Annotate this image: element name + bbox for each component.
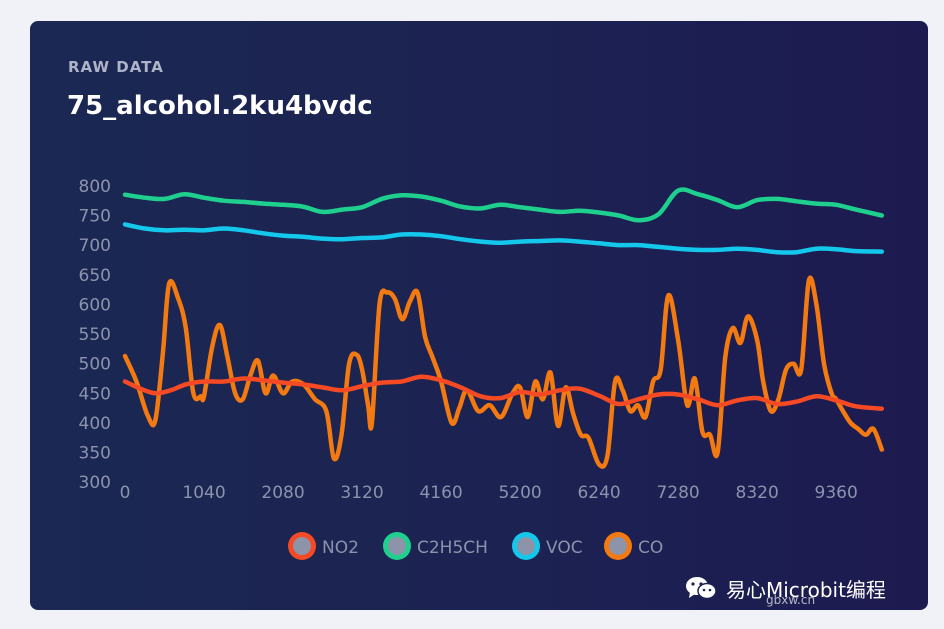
legend-marker-inner xyxy=(609,537,627,555)
series-line-no2 xyxy=(122,374,885,411)
series-line-co xyxy=(122,275,885,469)
x-tick-label: 4160 xyxy=(419,483,462,503)
y-tick-label: 550 xyxy=(79,325,111,345)
y-tick-label: 700 xyxy=(79,236,111,256)
x-tick-label: 3120 xyxy=(340,483,383,503)
x-axis: 0 1040 2080 3120 4160 5200 6240 7280 8320 9360 xyxy=(120,483,858,503)
watermark-text: 易心Microbit编程 xyxy=(726,577,886,602)
legend-item-no2[interactable]: NO2 xyxy=(288,532,359,560)
y-axis: 300 350 400 450 500 550 600 650 700 750 800 xyxy=(79,177,111,493)
y-tick-label: 650 xyxy=(79,266,111,286)
legend-label: VOC xyxy=(546,538,583,558)
legend-marker-inner xyxy=(293,537,311,555)
legend: NO2 C2H5CH VOC CO xyxy=(288,532,663,560)
y-tick-label: 350 xyxy=(79,444,111,464)
x-tick-label: 5200 xyxy=(498,483,541,503)
watermark-sub: gbxw.cn xyxy=(766,593,816,607)
x-tick-label: 9360 xyxy=(815,483,858,503)
series-line-voc xyxy=(122,222,885,255)
y-tick-label: 750 xyxy=(79,206,111,226)
y-tick-label: 450 xyxy=(79,384,111,404)
chart-card: RAW DATA 75_alcohol.2ku4bvdc 300 350 400 45… xyxy=(30,21,928,610)
y-tick-label: 600 xyxy=(79,295,111,315)
y-tick-label: 500 xyxy=(79,355,111,375)
legend-item-co[interactable]: CO xyxy=(604,532,663,560)
legend-marker-inner xyxy=(388,537,406,555)
x-tick-label: 0 xyxy=(120,483,131,503)
legend-label: C2H5CH xyxy=(417,538,488,558)
x-tick-label: 8320 xyxy=(736,483,779,503)
chart-svg: 300 350 400 450 500 550 600 650 700 750 800 0 1040 2… xyxy=(79,177,885,560)
x-tick-label: 1040 xyxy=(182,483,225,503)
wechat-icon xyxy=(686,577,717,600)
legend-item-c2h5ch[interactable]: C2H5CH xyxy=(383,532,488,560)
y-tick-label: 800 xyxy=(79,177,111,197)
legend-label: NO2 xyxy=(322,538,359,558)
legend-label: CO xyxy=(638,538,663,558)
legend-item-voc[interactable]: VOC xyxy=(512,532,583,560)
series-line-c2h5ch xyxy=(122,187,885,223)
x-tick-label: 6240 xyxy=(577,483,620,503)
y-tick-label: 300 xyxy=(79,473,111,493)
chart-title: 75_alcohol.2ku4bvdc xyxy=(67,91,373,121)
watermark: 易心Microbit编程 xyxy=(684,572,924,604)
x-tick-label: 7280 xyxy=(656,483,699,503)
series-lines xyxy=(122,187,885,469)
legend-marker-inner xyxy=(517,537,535,555)
card-subtitle: RAW DATA xyxy=(68,58,164,76)
x-tick-label: 2080 xyxy=(261,483,304,503)
y-tick-label: 400 xyxy=(79,414,111,434)
